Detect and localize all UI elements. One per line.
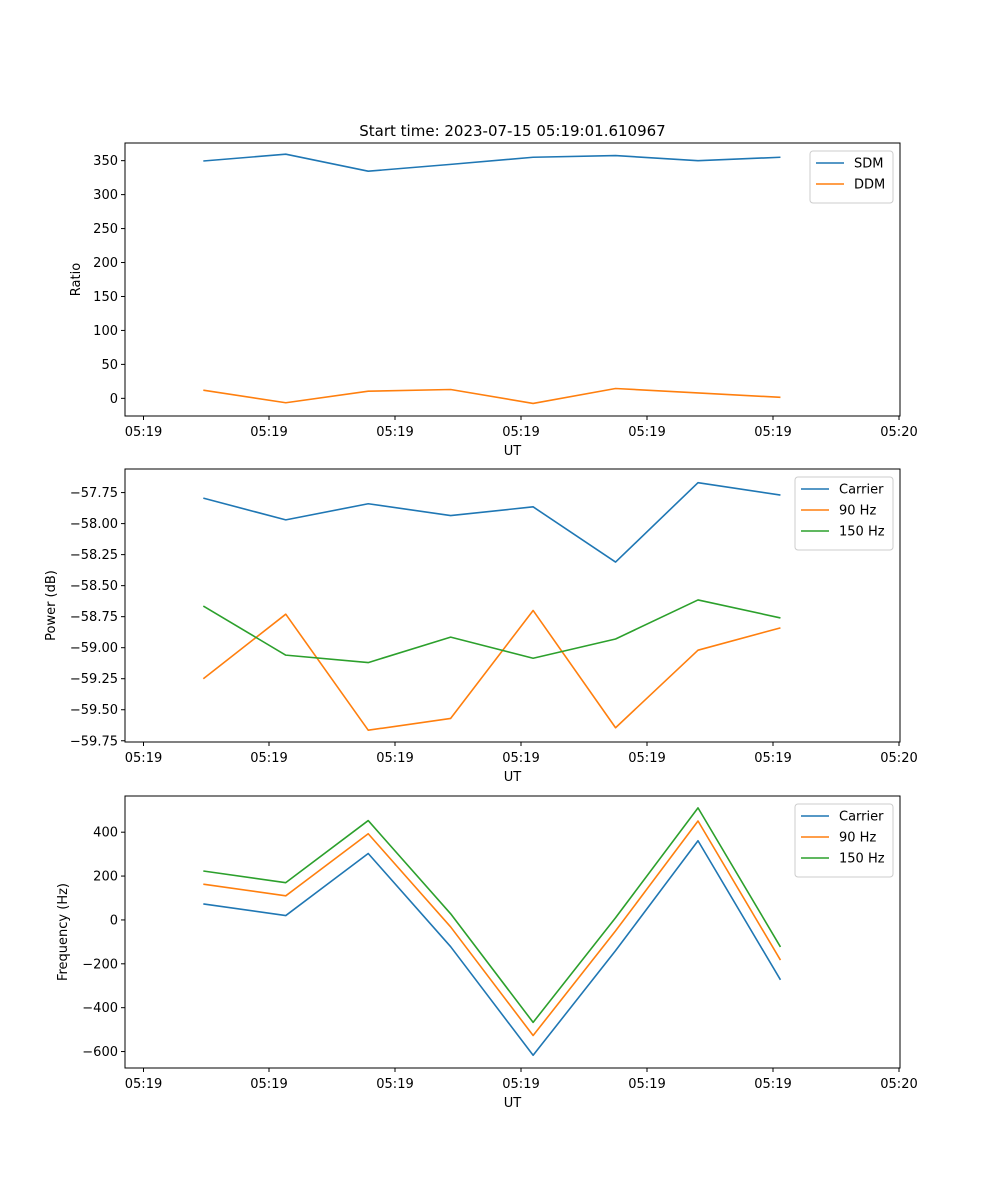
ratio-x-tick-label: 05:20 [880, 425, 917, 440]
power-x-tick-label: 05:19 [376, 751, 413, 766]
power-y-tick-label: −57.75 [70, 486, 118, 501]
ratio-x-tick-label: 05:19 [376, 425, 413, 440]
frequency-x-tick-label: 05:19 [628, 1077, 665, 1092]
frequency-axes-frame [124, 795, 901, 1069]
ratio-x-tick-label: 05:19 [250, 425, 287, 440]
power-y-tick-label: −59.00 [70, 641, 118, 656]
figure-title: Start time: 2023-07-15 05:19:01.610967 [359, 122, 665, 140]
power-x-tick-label: 05:19 [628, 751, 665, 766]
ratio-legend-label-ddm: DDM [854, 178, 885, 193]
power-panel: 05:19 05:19 05:19 05:19 05:19 05:19 05:20 −59.7… [44, 468, 918, 785]
ratio-x-tick-label: 05:19 [628, 425, 665, 440]
power-series-150-hz-line [202, 599, 781, 664]
power-y-tick-label: −58.75 [70, 610, 118, 625]
frequency-y-axis-label: Frequency (Hz) [56, 883, 71, 981]
frequency-y-tick-label: −600 [82, 1045, 118, 1060]
ratio-y-tick-label: 100 [93, 324, 118, 339]
frequency-x-tick-label: 05:19 [376, 1077, 413, 1092]
power-y-tick-label: −58.00 [70, 517, 118, 532]
ratio-y-tick-label: 50 [101, 358, 118, 373]
power-legend-label-carrier: Carrier [839, 483, 884, 498]
frequency-y-tick-label: −200 [82, 957, 118, 972]
power-legend-label-90-hz: 90 Hz [839, 504, 876, 519]
frequency-x-tick-label: 05:19 [250, 1077, 287, 1092]
power-x-tick-label: 05:19 [754, 751, 791, 766]
ratio-axes-frame [124, 142, 901, 417]
power-y-tick-label: −59.75 [70, 734, 118, 749]
frequency-series-carrier-line [203, 839, 782, 1057]
frequency-y-tick-label: −400 [82, 1001, 118, 1016]
ratio-x-tick-label: 05:19 [754, 425, 791, 440]
ratio-legend [809, 150, 894, 204]
frequency-legend-label-150-hz: 150 Hz [839, 852, 885, 867]
frequency-x-tick-label: 05:20 [880, 1077, 917, 1092]
frequency-series-90-hz-line [203, 820, 782, 1037]
frequency-x-axis-label: UT [504, 1096, 522, 1111]
frequency-legend-label-90-hz: 90 Hz [839, 831, 876, 846]
power-x-tick-label: 05:19 [502, 751, 539, 766]
ratio-y-tick-label: 150 [93, 290, 118, 305]
power-x-axis-label: UT [504, 770, 522, 785]
power-axes-frame [124, 468, 901, 743]
ratio-y-tick-label: 200 [93, 256, 118, 271]
frequency-y-tick-label: 200 [93, 870, 118, 885]
power-series-carrier-line [203, 481, 781, 563]
frequency-y-tick-label: 400 [93, 826, 118, 841]
power-y-tick-label: −58.25 [70, 548, 118, 563]
frequency-x-tick-label: 05:19 [502, 1077, 539, 1092]
power-legend-label-150-hz: 150 Hz [839, 525, 885, 540]
power-x-tick-label: 05:19 [125, 751, 162, 766]
power-series-90-hz-line [202, 609, 781, 732]
frequency-x-tick-label: 05:19 [754, 1077, 791, 1092]
ratio-series-ddm-line [203, 387, 781, 405]
ratio-y-tick-label: 350 [93, 154, 118, 169]
ratio-panel: 05:19 05:19 05:19 05:19 05:19 05:19 05:20 0 50 10… [69, 142, 918, 459]
ratio-series-sdm-line [203, 153, 781, 172]
power-x-tick-label: 05:20 [880, 751, 917, 766]
power-y-tick-label: −59.25 [70, 672, 118, 687]
frequency-legend-label-carrier: Carrier [839, 810, 884, 825]
power-y-tick-label: −59.50 [70, 703, 118, 718]
power-y-tick-label: −58.50 [70, 579, 118, 594]
power-x-tick-label: 05:19 [250, 751, 287, 766]
ratio-x-tick-label: 05:19 [125, 425, 162, 440]
ratio-x-tick-label: 05:19 [502, 425, 539, 440]
frequency-series-150-hz-line [203, 807, 782, 1024]
frequency-x-tick-label: 05:19 [125, 1077, 162, 1092]
ratio-x-axis-label: UT [504, 444, 522, 459]
frequency-panel: 05:19 05:19 05:19 05:19 05:19 05:19 05:20 −600 −… [56, 795, 918, 1111]
frequency-y-tick-label: 0 [110, 913, 118, 928]
power-y-axis-label: Power (dB) [44, 570, 59, 641]
ratio-y-tick-label: 300 [93, 188, 118, 203]
ratio-y-axis-label: Ratio [69, 263, 84, 296]
ratio-legend-label-sdm: SDM [854, 157, 883, 172]
ratio-y-tick-label: 0 [110, 392, 118, 407]
ratio-y-tick-label: 250 [93, 222, 118, 237]
